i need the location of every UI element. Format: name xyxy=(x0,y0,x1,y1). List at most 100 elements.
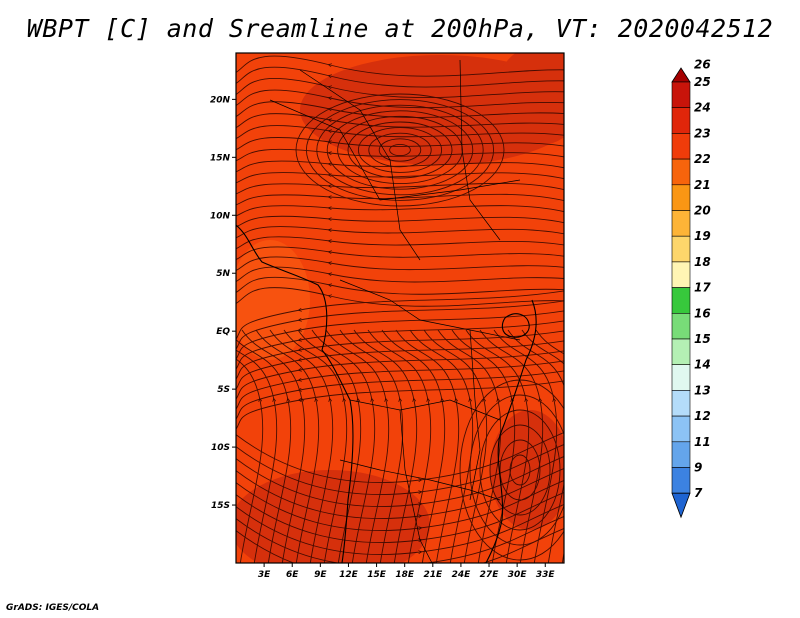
border-4 xyxy=(339,279,521,341)
colorbar-swatch xyxy=(671,184,691,211)
streamline xyxy=(236,468,564,519)
streamline xyxy=(423,329,488,563)
colorbar-level-label: 16 xyxy=(694,306,711,320)
colorbar-swatch xyxy=(671,364,691,391)
streamline xyxy=(236,358,264,563)
colorbar-top-arrow xyxy=(671,67,691,83)
streamline xyxy=(499,439,541,501)
colorbar-swatch xyxy=(671,261,691,288)
lon-tick-label: 18E xyxy=(395,570,415,580)
lake-victoria xyxy=(501,313,530,338)
colorbar-level-label: 26 xyxy=(694,57,711,71)
lon-tick-label: 33E xyxy=(536,570,556,580)
streamline xyxy=(236,246,564,261)
streamline xyxy=(236,330,564,380)
colorbar-swatch xyxy=(671,338,691,366)
map-title: WBPT [C] and Sreamline at 200hPa, VT: 20… xyxy=(26,14,774,43)
streamline xyxy=(437,329,502,563)
streamline xyxy=(236,338,292,563)
streamline xyxy=(236,148,564,162)
streamline xyxy=(236,349,278,563)
streamline xyxy=(347,121,453,179)
streamline xyxy=(509,454,531,486)
streamline xyxy=(236,101,564,118)
lon-tick-label: 30E xyxy=(508,570,528,580)
streamline xyxy=(459,379,564,561)
streamline xyxy=(236,300,564,350)
streamline xyxy=(236,528,564,563)
colorbar-level-label: 22 xyxy=(694,152,711,166)
streamline xyxy=(236,380,564,430)
colorbar-level-label: 15 xyxy=(694,332,711,346)
streamline xyxy=(236,125,564,140)
lat-tick-label: 15N xyxy=(210,153,231,163)
wbpt-shading xyxy=(236,53,564,563)
colorbar-swatch xyxy=(671,235,691,263)
latitude-axis: 20N 15N 10N 5N EQ 5S 10S 15S xyxy=(210,95,236,511)
colorbar-swatch xyxy=(671,441,691,468)
streamline xyxy=(297,329,362,563)
colorbar-swatch xyxy=(671,81,691,109)
streamline xyxy=(236,256,564,272)
streamline xyxy=(236,182,564,195)
plot-frame xyxy=(235,52,565,564)
streamline xyxy=(255,329,320,563)
border-6 xyxy=(339,459,501,501)
streamline xyxy=(409,329,474,563)
west-africa-coast xyxy=(236,224,354,563)
streamline xyxy=(357,127,443,173)
colorbar-swatch xyxy=(671,312,691,340)
colorbar: 26 25 24 23 22 21 20 19 18 17 16 15 14 13 12 11 9 7 xyxy=(671,57,711,519)
streamline xyxy=(236,444,564,495)
streamline xyxy=(236,66,564,88)
lat-tick-label: 10N xyxy=(210,211,231,221)
streamline xyxy=(367,329,432,563)
colorbar-level-label: 11 xyxy=(694,435,711,449)
streamline xyxy=(236,137,564,151)
streamline xyxy=(236,172,564,184)
colorbar-level-label: 7 xyxy=(694,486,703,500)
colorbar-level-label: 19 xyxy=(694,229,711,243)
streamline xyxy=(236,55,564,77)
streamlines xyxy=(236,55,564,563)
streamline xyxy=(236,350,564,400)
streamline xyxy=(236,236,564,250)
longitude-axis: 3E 6E 9E 12E 15E 18E 21E 24E 27E 30E 33E xyxy=(258,563,556,580)
streamline xyxy=(395,329,460,563)
lat-tick-label: 15S xyxy=(211,501,230,511)
streamline xyxy=(469,394,564,546)
colorbar-level-label: 23 xyxy=(694,126,711,140)
border-3 xyxy=(459,59,501,241)
colorbar-level-label: 21 xyxy=(694,178,711,192)
streamline xyxy=(236,215,564,228)
colorbar-level-label: 14 xyxy=(694,358,711,372)
colorbar-level-label: 20 xyxy=(694,204,711,218)
colorbar-level-label: 25 xyxy=(694,75,711,89)
east-africa-coast xyxy=(485,299,537,563)
streamline xyxy=(236,276,564,295)
streamline xyxy=(311,329,376,563)
streamline xyxy=(236,480,564,531)
lon-tick-label: 12E xyxy=(339,570,359,580)
warm-region-northeast xyxy=(495,53,564,145)
lat-tick-label: EQ xyxy=(216,327,230,337)
streamline xyxy=(339,329,404,563)
streamline xyxy=(236,310,564,360)
streamline xyxy=(236,370,564,420)
streamline xyxy=(389,143,411,157)
lon-tick-label: 27E xyxy=(480,570,500,580)
streamline xyxy=(236,287,564,307)
colorbar-swatch xyxy=(671,467,691,494)
streamline xyxy=(326,110,474,190)
streamline xyxy=(305,99,495,201)
colorbar-level-label: 17 xyxy=(694,281,711,295)
border-5 xyxy=(349,399,501,421)
streamline xyxy=(236,160,564,173)
streamline xyxy=(451,329,516,563)
streamline xyxy=(236,193,564,206)
border-1 xyxy=(269,99,521,201)
streamline xyxy=(325,329,390,563)
streamline xyxy=(378,138,422,162)
colorbar-swatch xyxy=(671,287,691,314)
